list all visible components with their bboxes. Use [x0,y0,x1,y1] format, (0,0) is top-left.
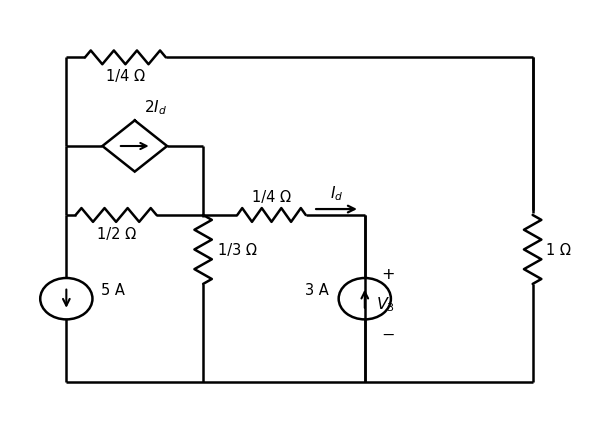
Text: $V_3$: $V_3$ [376,295,395,313]
Text: 1/4 Ω: 1/4 Ω [252,190,291,204]
Text: 1/4 Ω: 1/4 Ω [106,69,145,84]
Text: $2I_d$: $2I_d$ [144,98,168,117]
Text: 5 A: 5 A [101,283,125,298]
Text: 1 Ω: 1 Ω [546,242,571,257]
Text: 3 A: 3 A [305,283,329,298]
Text: 1/3 Ω: 1/3 Ω [218,242,257,257]
Text: −: − [382,327,395,342]
Text: $I_d$: $I_d$ [330,184,343,202]
Text: +: + [382,266,395,281]
Text: 1/2 Ω: 1/2 Ω [96,226,135,241]
